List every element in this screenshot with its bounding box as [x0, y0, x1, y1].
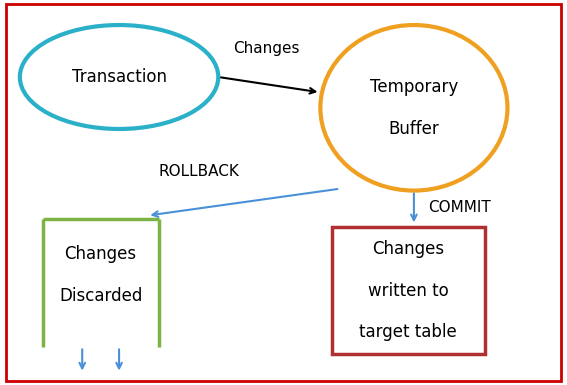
Text: Changes

Discarded: Changes Discarded [59, 246, 142, 305]
Text: ROLLBACK: ROLLBACK [158, 164, 239, 179]
Bar [332, 227, 485, 354]
Text: Transaction: Transaction [71, 68, 167, 86]
Text: Temporary

Buffer: Temporary Buffer [370, 78, 458, 137]
Text: COMMIT: COMMIT [428, 201, 491, 215]
Text: Changes

written to

target table: Changes written to target table [359, 240, 457, 341]
Text: Changes: Changes [233, 41, 300, 56]
